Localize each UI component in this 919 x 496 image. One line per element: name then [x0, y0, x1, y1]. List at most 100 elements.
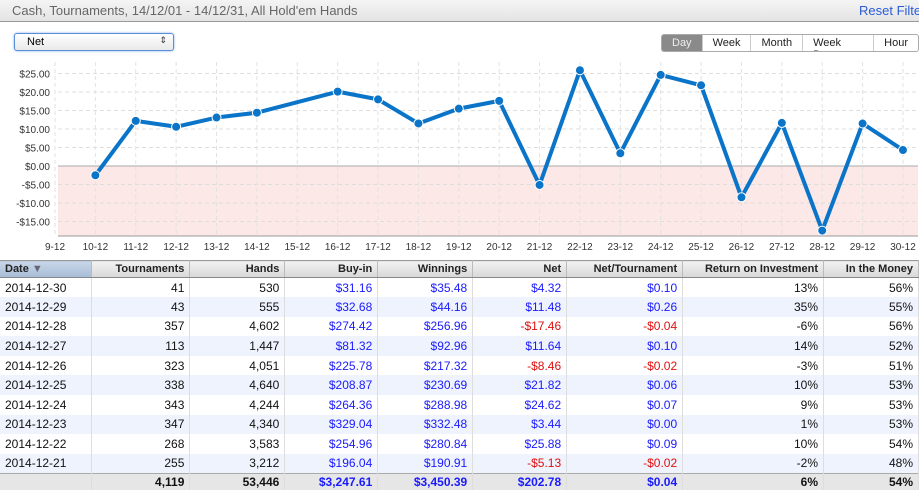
cell-return-on-investment: 10%: [682, 375, 825, 396]
cell-net: $3.44: [472, 414, 568, 435]
cell-winnings: $92.96: [377, 336, 474, 356]
cell-net: -$5.13: [472, 453, 568, 474]
reset-filters-link[interactable]: Reset Filters: [859, 3, 919, 18]
cell-in-the-money: 56%: [823, 316, 919, 337]
cell-return-on-investment: 10%: [682, 434, 825, 454]
x-tick-label: 29-12: [850, 242, 876, 253]
y-tick-label: -$10.00: [16, 199, 50, 210]
column-header-net[interactable]: Net: [472, 260, 568, 278]
column-header-date[interactable]: Date ▼: [0, 260, 93, 278]
data-point: [171, 121, 182, 132]
x-tick-label: 9-12: [45, 242, 65, 253]
tab-week[interactable]: Week: [701, 35, 751, 51]
table-row[interactable]: 2014-12-27 113 1,447 $81.32 $92.96 $11.64 $0.1…: [0, 336, 919, 356]
net-line-chart: $25.00 $20.00 $15.00 $10.00 $5.00 $0.00 -$5.00…: [16, 62, 918, 253]
cell-in-the-money: 53%: [823, 395, 919, 415]
cell-tournaments: 338: [91, 375, 191, 396]
column-header-winnings[interactable]: Winnings: [377, 260, 474, 278]
cell-buy-in: $31.16: [284, 277, 379, 298]
metric-select[interactable]: Net ⇕: [14, 33, 174, 51]
table-row[interactable]: 2014-12-28 357 4,602 $274.42 $256.96 -$17.46-…: [0, 316, 919, 337]
cell-in-the-money: 54%: [823, 472, 919, 491]
column-header-buy-in[interactable]: Buy-in: [284, 260, 379, 278]
x-tick-label: 22-12: [567, 242, 593, 253]
cell-date: [0, 472, 93, 491]
cell-date: 2014-12-22: [0, 434, 93, 454]
cell-return-on-investment: -6%: [682, 316, 825, 337]
cell-net: $25.88: [472, 434, 568, 454]
cell-in-the-money: 48%: [823, 453, 919, 474]
table-row[interactable]: 2014-12-30 41 530 $31.16 $35.48 $4.32 $0.10 13%…: [0, 277, 919, 298]
tab-month[interactable]: Month: [750, 35, 802, 51]
x-tick-label: 17-12: [365, 242, 391, 253]
cell-net: $21.82: [472, 375, 568, 396]
cell-hands: 3,212: [189, 453, 286, 474]
cell-buy-in: $254.96: [284, 434, 379, 454]
cell-buy-in: $329.04: [284, 414, 379, 435]
cell-in-the-money: 52%: [823, 336, 919, 356]
cell-tournaments: 268: [91, 434, 191, 454]
cell-in-the-money: 54%: [823, 434, 919, 454]
cell-in-the-money: 51%: [823, 355, 919, 376]
tab-day[interactable]: Day: [662, 35, 702, 51]
column-header-return-on-investment[interactable]: Return on Investment: [682, 260, 825, 278]
x-tick-label: 28-12: [809, 242, 835, 253]
data-point: [736, 192, 747, 203]
data-point: [615, 148, 626, 159]
table-row[interactable]: 2014-12-26 323 4,051 $225.78 $217.32 -$8.46 -$…: [0, 355, 919, 376]
cell-net-tournament: -$0.02: [566, 453, 684, 474]
table-row[interactable]: 2014-12-24 343 4,244 $264.36 $288.98 $24.62 $0…: [0, 395, 919, 415]
y-tick-label: -$15.00: [16, 218, 50, 229]
cell-net: $24.62: [472, 395, 568, 415]
x-tick-label: 18-12: [406, 242, 432, 253]
y-tick-label: $10.00: [19, 125, 50, 136]
totals-row[interactable]: 4,119 53,446 $3,247.61 $3,450.39 $202.78 $0.0…: [0, 472, 919, 491]
table-row[interactable]: 2014-12-22 268 3,583 $254.96 $280.84 $25.88 $0…: [0, 434, 919, 454]
tab-week-day[interactable]: Week Day: [802, 35, 873, 51]
cell-net-tournament: $0.04: [566, 472, 684, 491]
table-row[interactable]: 2014-12-21 255 3,212 $196.04 $190.91 -$5.13 -$…: [0, 453, 919, 474]
table-row[interactable]: 2014-12-23 347 4,340 $329.04 $332.48 $3.44 $0.…: [0, 414, 919, 435]
data-point: [696, 80, 707, 91]
cell-net: -$17.46: [472, 316, 568, 337]
column-header-hands[interactable]: Hands: [189, 260, 286, 278]
cell-return-on-investment: 6%: [682, 472, 825, 491]
cell-buy-in: $274.42: [284, 316, 379, 337]
cell-winnings: $3,450.39: [377, 472, 474, 491]
net-series-line: [93, 68, 905, 233]
cell-date: 2014-12-29: [0, 297, 93, 317]
x-tick-label: 11-12: [123, 242, 148, 253]
x-tick-label: 25-12: [688, 242, 714, 253]
y-tick-label: $0.00: [25, 162, 50, 173]
cell-hands: 530: [189, 277, 286, 298]
y-tick-label: $25.00: [19, 70, 50, 81]
cell-winnings: $288.98: [377, 395, 474, 415]
cell-return-on-investment: -3%: [682, 355, 825, 376]
column-header-in-the-money[interactable]: In the Money: [823, 260, 919, 278]
results-table: Date ▼ Tournaments Hands Buy-in Winnings Net N…: [0, 260, 919, 491]
cell-tournaments: 43: [91, 297, 191, 317]
column-header-tournaments[interactable]: Tournaments: [91, 260, 191, 278]
cell-date: 2014-12-28: [0, 316, 93, 337]
filter-summary: Cash, Tournaments, 14/12/01 - 14/12/31, …: [12, 3, 358, 18]
data-point: [817, 225, 828, 236]
column-header-net-tournament[interactable]: Net/Tournament: [566, 260, 684, 278]
tab-hour[interactable]: Hour: [873, 35, 918, 51]
x-tick-label: 26-12: [729, 242, 755, 253]
x-tick-label: 15-12: [284, 242, 310, 253]
cell-buy-in: $81.32: [284, 336, 379, 356]
cell-return-on-investment: 35%: [682, 297, 825, 317]
data-point: [897, 145, 908, 156]
table-row[interactable]: 2014-12-25 338 4,640 $208.87 $230.69 $21.82 $0…: [0, 375, 919, 396]
x-tick-label: 19-12: [446, 242, 472, 253]
cell-return-on-investment: 14%: [682, 336, 825, 356]
cell-net: -$8.46: [472, 355, 568, 376]
x-tick-label: 27-12: [769, 242, 795, 253]
data-point: [494, 95, 505, 106]
data-point: [251, 107, 262, 118]
table-row[interactable]: 2014-12-29 43 555 $32.68 $44.16 $11.48 $0.26 35…: [0, 297, 919, 317]
cell-hands: 4,051: [189, 355, 286, 376]
data-point: [211, 112, 222, 123]
cell-winnings: $217.32: [377, 355, 474, 376]
